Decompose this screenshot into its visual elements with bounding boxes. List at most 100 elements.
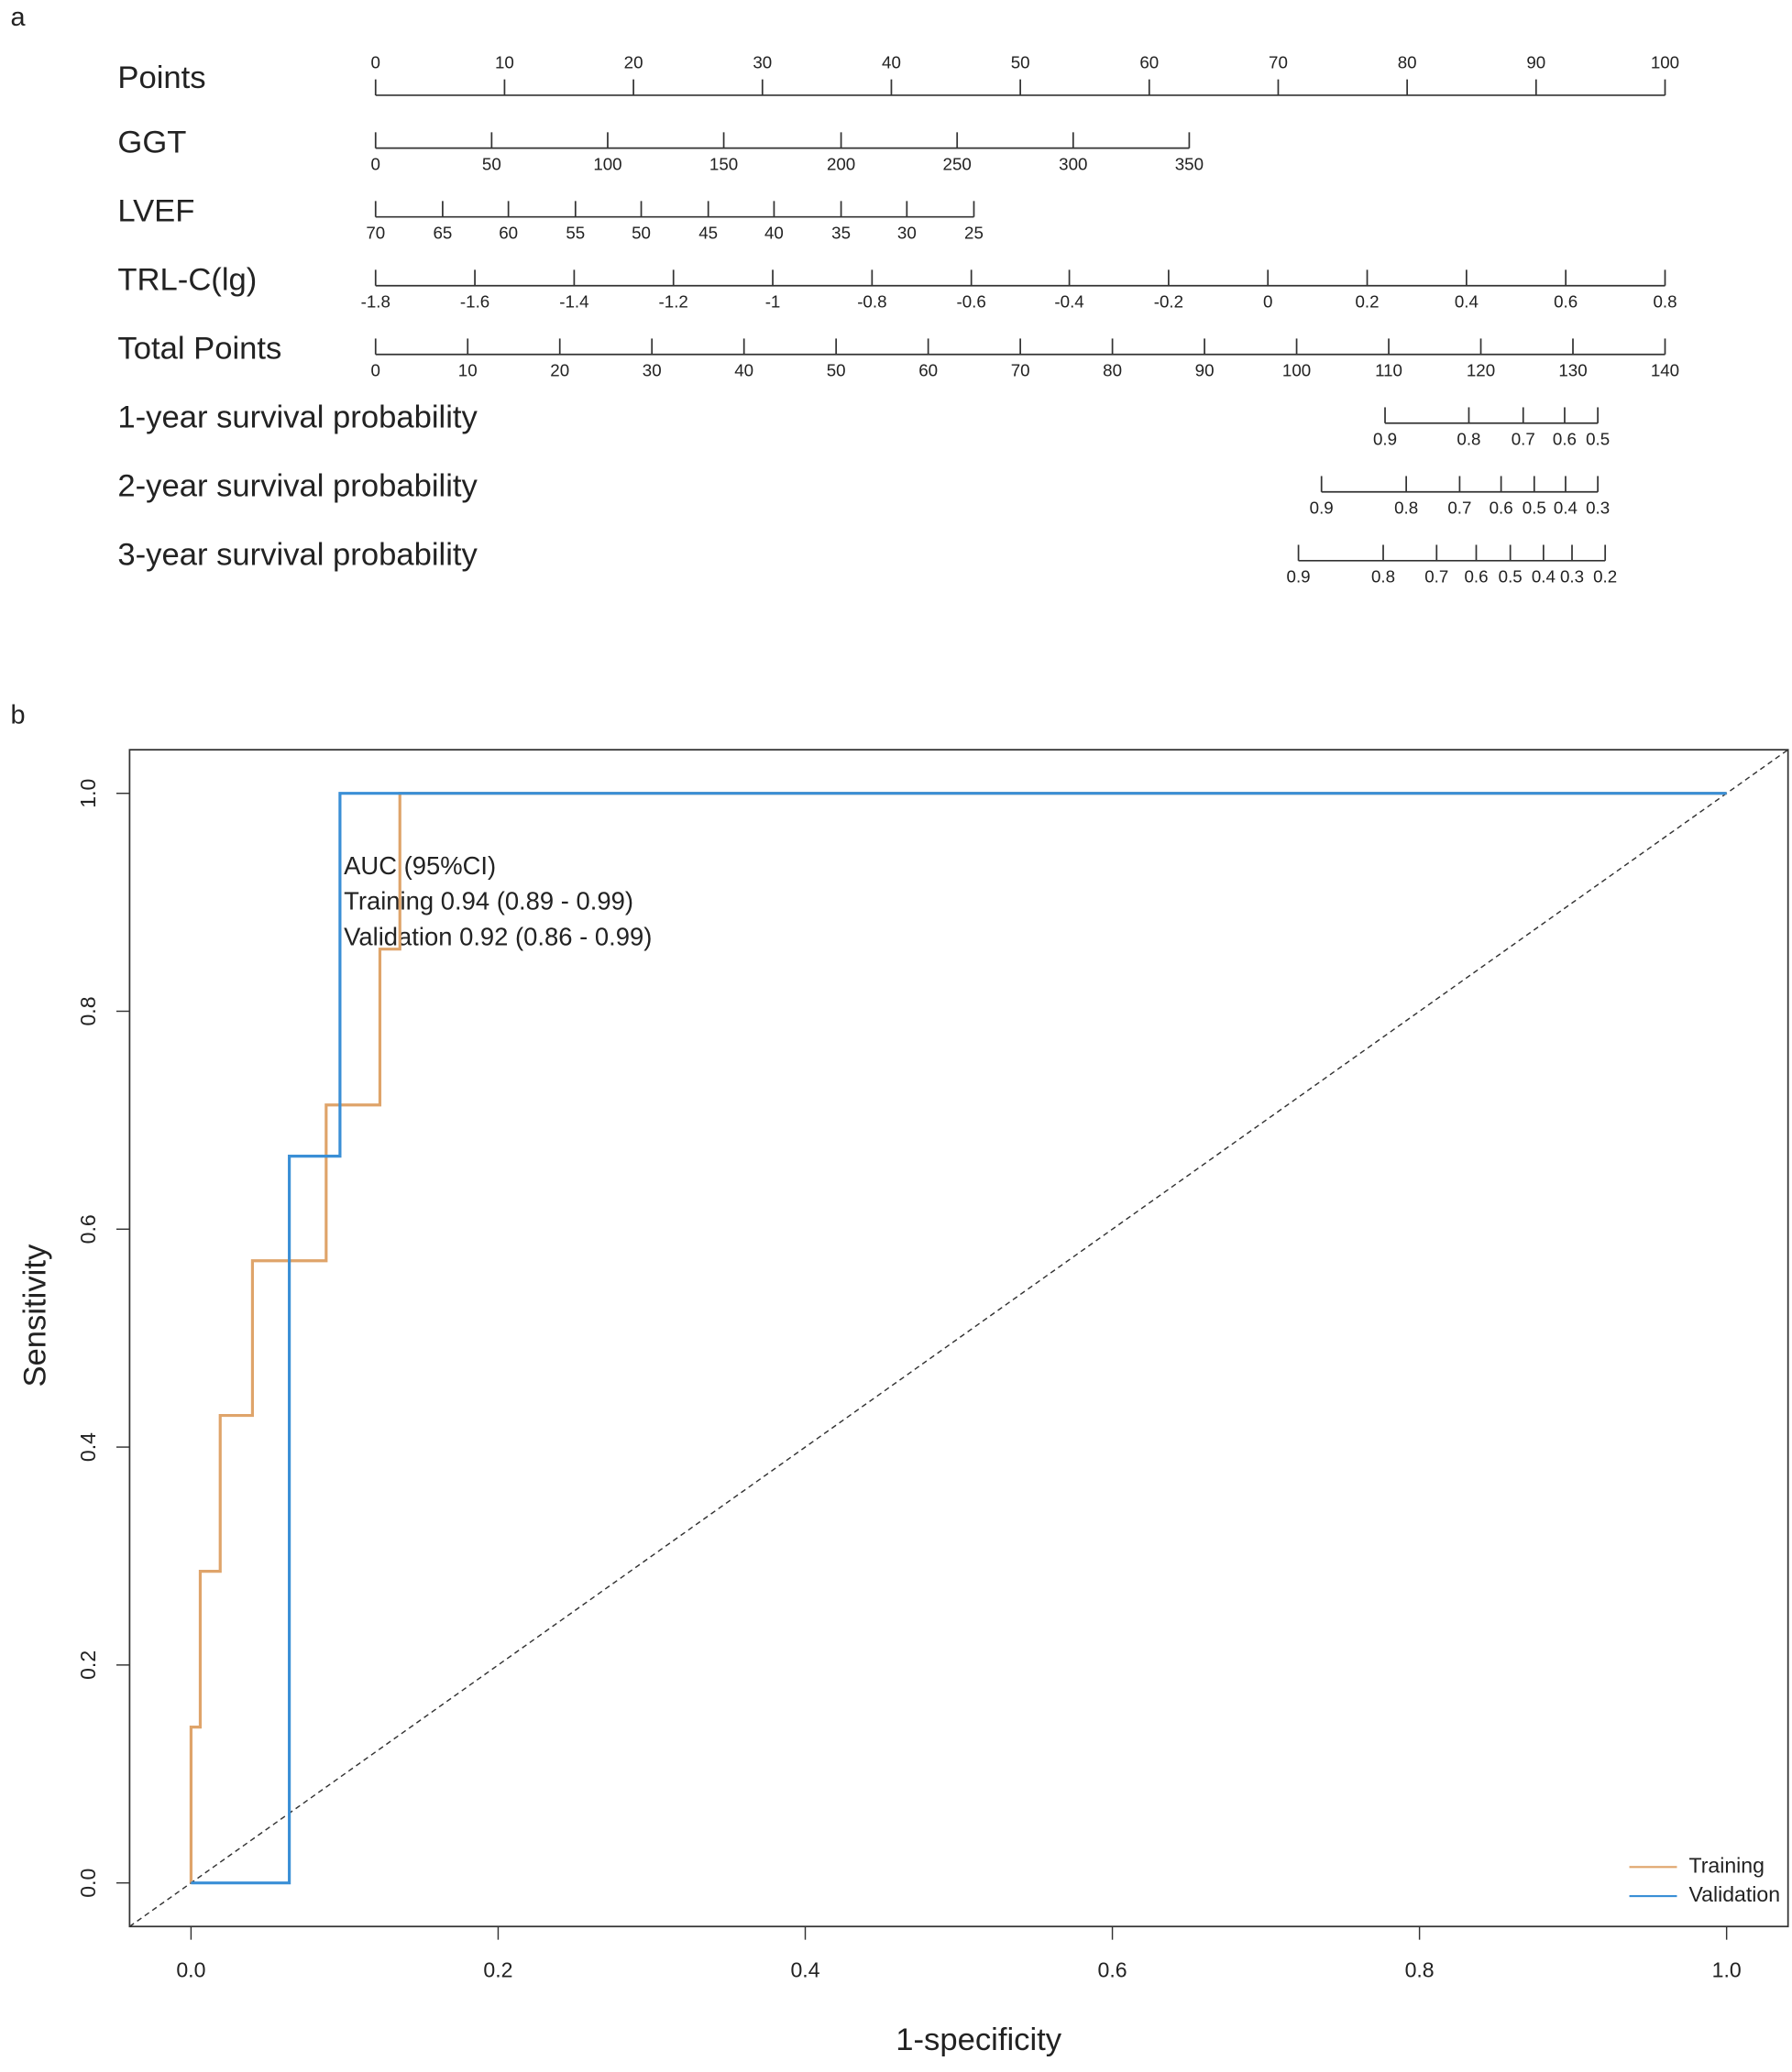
- tick-label: 100: [1282, 360, 1311, 379]
- tick-label: 70: [1269, 52, 1288, 71]
- y-tick-label: 0.0: [76, 1869, 100, 1898]
- tick-label: 0.8: [1457, 429, 1480, 448]
- y-tick-label: 0.2: [76, 1650, 100, 1680]
- tick-label: 0.9: [1373, 429, 1397, 448]
- row-name: 3-year survival probability: [117, 538, 478, 573]
- tick-label: -0.4: [1054, 291, 1083, 311]
- tick-label: 40: [764, 223, 784, 242]
- tick-label: 60: [918, 360, 938, 379]
- tick-label: -1.8: [361, 291, 390, 311]
- x-tick-label: 1.0: [1712, 1957, 1742, 1981]
- tick-label: 250: [943, 154, 972, 173]
- x-tick-label: 0.0: [176, 1957, 205, 1981]
- tick-label: 0.5: [1523, 498, 1546, 517]
- tick-label: 30: [753, 52, 772, 71]
- tick-label: 0.5: [1586, 429, 1610, 448]
- tick-label: 0.8: [1394, 498, 1418, 517]
- tick-label: 80: [1103, 360, 1122, 379]
- tick-label: 10: [495, 52, 514, 71]
- tick-label: 35: [831, 223, 851, 242]
- x-tick-label: 0.8: [1405, 1957, 1435, 1981]
- y-axis-title: Sensitivity: [18, 1244, 53, 1387]
- tick-label: 90: [1195, 360, 1215, 379]
- reference-diagonal: [128, 749, 1789, 1927]
- tick-label: 0: [371, 360, 380, 379]
- tick-label: 0.7: [1512, 429, 1535, 448]
- tick-label: -1: [765, 291, 781, 311]
- tick-label: 50: [827, 360, 846, 379]
- tick-label: 0.9: [1310, 498, 1334, 517]
- tick-label: 350: [1175, 154, 1204, 173]
- legend-label: Validation: [1688, 1882, 1780, 1906]
- tick-label: 0: [1263, 291, 1272, 311]
- x-tick-label: 0.4: [790, 1957, 819, 1981]
- tick-label: 55: [566, 223, 585, 242]
- tick-label: 50: [632, 223, 651, 242]
- y-tick-label: 0.8: [76, 996, 100, 1025]
- tick-label: 0.2: [1355, 291, 1379, 311]
- row-name: 2-year survival probability: [117, 469, 478, 504]
- roc-line: [189, 792, 1727, 1883]
- tick-label: 20: [624, 52, 643, 71]
- annotation: Training 0.94 (0.89 - 0.99): [344, 887, 633, 915]
- tick-label: 0.6: [1553, 429, 1577, 448]
- tick-label: 10: [458, 360, 478, 379]
- tick-label: 50: [482, 154, 501, 173]
- roc-line: [191, 792, 1727, 1885]
- tick-label: 120: [1467, 360, 1495, 379]
- legend-label: Training: [1688, 1853, 1765, 1877]
- tick-label: -0.6: [957, 291, 986, 311]
- x-tick-label: 0.6: [1098, 1957, 1127, 1981]
- y-tick-label: 0.4: [76, 1432, 100, 1462]
- tick-label: 0.8: [1371, 567, 1395, 587]
- tick-label: 0.3: [1560, 567, 1584, 587]
- tick-label: 0.7: [1447, 498, 1471, 517]
- tick-label: 20: [550, 360, 569, 379]
- tick-label: -1.6: [460, 291, 489, 311]
- annotation: Validation 0.92 (0.86 - 0.99): [344, 923, 652, 951]
- row-name: Points: [117, 60, 205, 95]
- tick-label: 60: [1139, 52, 1159, 71]
- panel-label: a: [11, 3, 27, 32]
- tick-label: 25: [964, 223, 984, 242]
- tick-label: 70: [1011, 360, 1030, 379]
- tick-label: 40: [882, 52, 901, 71]
- tick-label: 150: [709, 154, 738, 173]
- tick-label: 0.8: [1653, 291, 1677, 311]
- tick-label: 40: [734, 360, 753, 379]
- row-name: LVEF: [117, 193, 194, 228]
- tick-label: 45: [698, 223, 718, 242]
- panel-label: b: [11, 701, 26, 730]
- x-axis-title: 1-specificity: [896, 2023, 1061, 2057]
- row-name: 1-year survival probability: [117, 400, 478, 435]
- tick-label: 60: [499, 223, 518, 242]
- tick-label: 0.5: [1499, 567, 1523, 587]
- tick-label: 80: [1398, 52, 1417, 71]
- tick-label: 0.4: [1455, 291, 1479, 311]
- row-name: TRL-C(lg): [117, 263, 257, 298]
- tick-label: 0.9: [1287, 567, 1311, 587]
- annotation: AUC (95%CI): [344, 851, 496, 880]
- x-tick-label: 0.2: [483, 1957, 512, 1981]
- tick-label: -0.2: [1154, 291, 1183, 311]
- tick-label: 0.3: [1586, 498, 1610, 517]
- tick-label: -1.2: [659, 291, 688, 311]
- tick-label: 0: [371, 52, 380, 71]
- tick-label: 100: [1651, 52, 1679, 71]
- y-tick-label: 0.6: [76, 1214, 100, 1244]
- tick-label: -0.8: [857, 291, 886, 311]
- tick-label: 0: [371, 154, 380, 173]
- tick-label: 110: [1375, 360, 1402, 379]
- tick-label: -1.4: [559, 291, 588, 311]
- tick-label: 65: [433, 223, 452, 242]
- tick-label: 130: [1558, 360, 1587, 379]
- tick-label: 0.4: [1532, 567, 1556, 587]
- tick-label: 140: [1651, 360, 1679, 379]
- tick-label: 0.2: [1593, 567, 1617, 587]
- y-tick-label: 1.0: [76, 779, 100, 808]
- tick-label: 0.6: [1464, 567, 1488, 587]
- tick-label: 90: [1526, 52, 1545, 71]
- tick-label: 0.4: [1554, 498, 1578, 517]
- tick-label: 200: [827, 154, 855, 173]
